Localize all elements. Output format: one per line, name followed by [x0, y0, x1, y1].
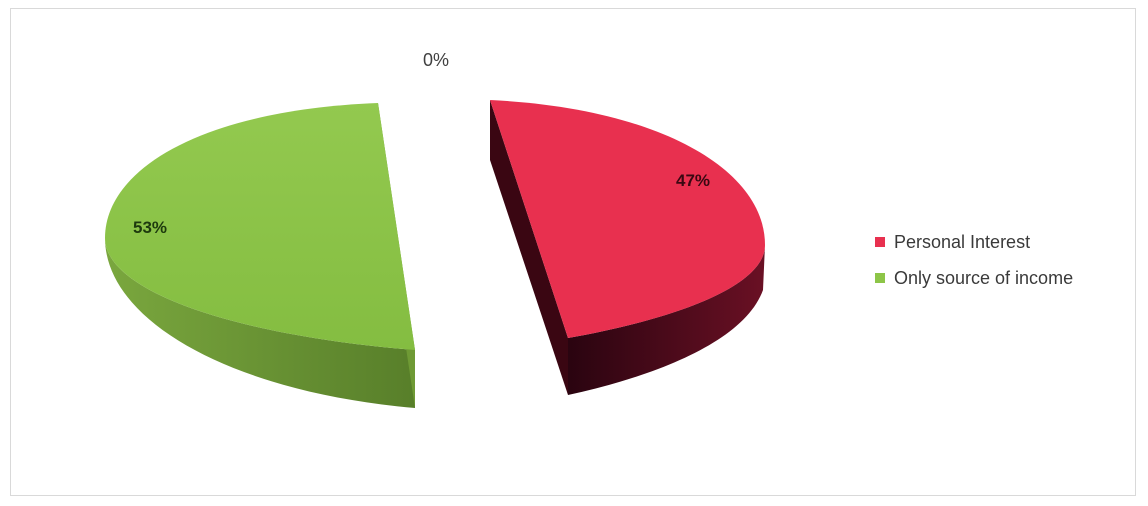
data-label-personal-interest: 47%	[676, 171, 710, 190]
legend-label-income: Only source of income	[894, 267, 1074, 288]
pie-slice-personal-interest-cut-face	[490, 100, 568, 395]
legend-swatch-personal-interest	[875, 237, 885, 247]
pie-slice-income	[105, 103, 415, 350]
pie-slice-income-side	[105, 238, 415, 408]
legend-item-personal-interest: Personal Interest	[875, 228, 1073, 256]
pie-slice-personal-interest-side	[568, 245, 765, 395]
legend-item-income: Only source of income	[875, 264, 1073, 292]
legend: Personal Interest Only source of income	[875, 228, 1073, 300]
data-label-income: 53%	[133, 218, 167, 237]
legend-swatch-income	[875, 273, 885, 283]
legend-label-personal-interest: Personal Interest	[894, 231, 1031, 252]
data-label-zero: 0%	[423, 50, 449, 70]
pie-slice-personal-interest	[490, 100, 765, 338]
